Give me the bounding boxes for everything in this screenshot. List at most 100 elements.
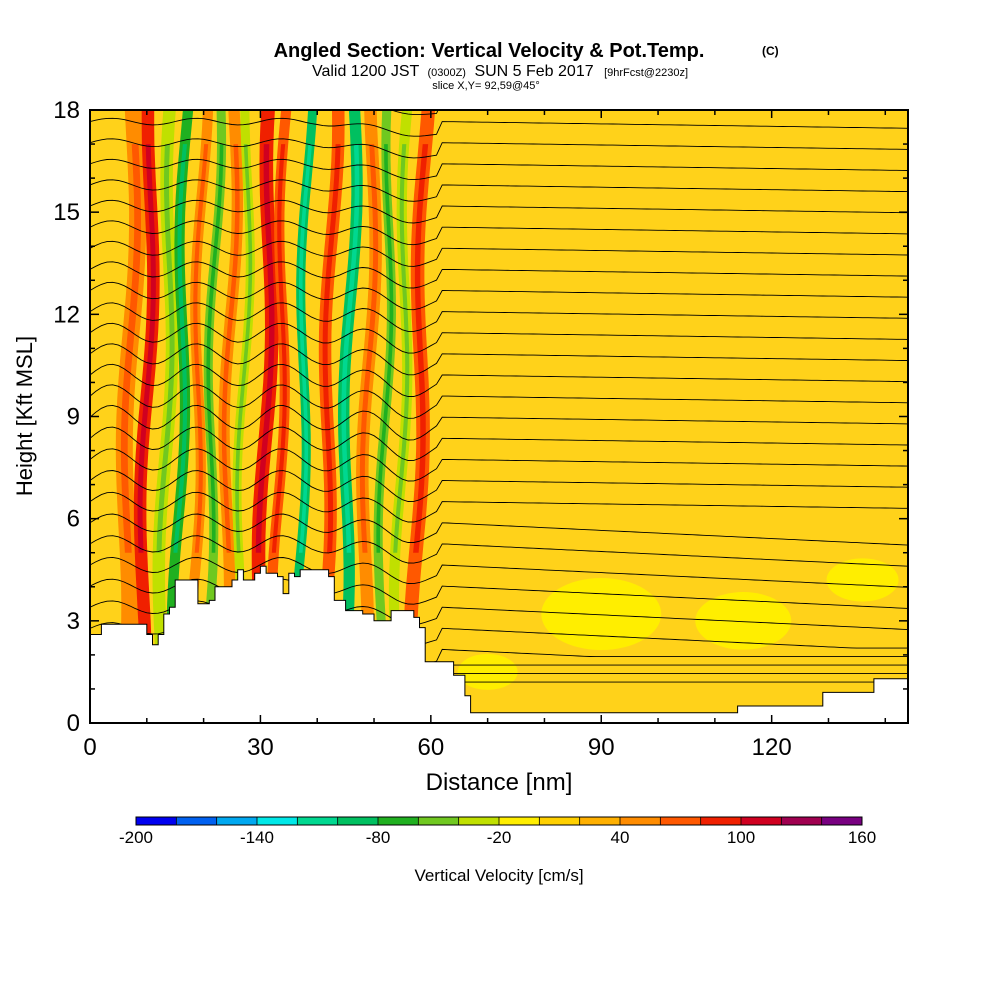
velocity-field: [115, 110, 899, 690]
isentrope-line: [90, 491, 908, 523]
subtitle-forecast: [9hrFcst@2230z]: [604, 67, 688, 79]
subtitle-utc: (0300Z): [427, 67, 466, 79]
velocity-band: [315, 110, 345, 655]
isentrope-line: [90, 179, 908, 202]
isentrope-line: [90, 261, 908, 289]
isentrope-line: [90, 302, 908, 332]
isentrope-line: [90, 448, 908, 482]
colorbar-swatch: [176, 817, 217, 825]
colorbar-label: Vertical Velocity [cm/s]: [414, 866, 583, 885]
y-tick-label: 12: [53, 301, 80, 328]
colorbar-swatch: [821, 817, 863, 825]
colorbar-swatch: [337, 817, 379, 825]
colorbar-swatch: [499, 817, 540, 825]
velocity-patch: [457, 653, 518, 690]
subtitle-date: SUN 5 Feb 2017: [474, 63, 593, 80]
colorbar-swatch: [458, 817, 500, 825]
chart-subtitle: Valid 1200 JST (0300Z) SUN 5 Feb 2017 [9…: [312, 63, 688, 80]
title-unit: (C): [762, 44, 779, 58]
x-tick-label: 30: [247, 734, 274, 761]
colorbar-swatch: [741, 817, 782, 825]
isentrope-line: [90, 404, 908, 441]
x-axis-label: Distance [nm]: [426, 769, 573, 796]
velocity-band-core: [393, 144, 410, 553]
colorbar-tick-label: -200: [119, 828, 153, 847]
isentrope-line: [90, 556, 908, 588]
isentrope-line: [90, 158, 908, 181]
y-tick-label: 6: [67, 506, 80, 533]
velocity-band-core: [137, 144, 156, 553]
velocity-band-core: [221, 144, 240, 553]
velocity-band: [388, 110, 413, 655]
velocity-band-core: [255, 144, 275, 553]
velocity-band-core: [193, 144, 209, 553]
colorbar-tick-label: 160: [848, 828, 876, 847]
plot-area: [89, 109, 909, 724]
colorbar-tick-label: 40: [611, 828, 630, 847]
isentrope-line: [90, 117, 908, 137]
colorbar-tick-label: -80: [366, 828, 391, 847]
velocity-patch: [695, 592, 792, 650]
y-axis: 0 3 6 9 12 15 18: [53, 97, 908, 737]
isentrope-line: [90, 470, 908, 502]
velocity-band-core: [271, 144, 287, 553]
velocity-band-core: [359, 144, 379, 553]
colorbar-swatch: [700, 817, 742, 825]
velocity-patch: [541, 578, 662, 651]
velocity-band-core: [376, 144, 394, 553]
colorbar-tick-label: -140: [240, 828, 274, 847]
colorbar-tick-label: -20: [487, 828, 512, 847]
isentrope-line: [90, 322, 908, 354]
subtitle-valid: Valid 1200 JST: [312, 63, 420, 80]
isentrope-line: [90, 384, 908, 419]
colorbar-swatch: [216, 817, 258, 825]
x-tick-label: 120: [752, 734, 792, 761]
colorbar: -200 -140 -80 -20 40 100 160: [119, 816, 876, 847]
terrain-mask: [89, 565, 909, 724]
x-tick-label: 60: [417, 734, 444, 761]
y-tick-label: 9: [67, 404, 80, 431]
colorbar-swatch: [257, 817, 298, 825]
colorbar-tick-label: 100: [727, 828, 755, 847]
chart-title: Angled Section: Vertical Velocity & Pot.…: [274, 40, 705, 62]
y-tick-label: 15: [53, 199, 80, 226]
velocity-band-core: [341, 144, 360, 553]
y-axis-label: Height [Kft MSL]: [12, 336, 37, 496]
velocity-band: [201, 110, 227, 655]
isentrope-line: [90, 199, 908, 224]
colorbar-swatch: [136, 817, 177, 825]
colorbar-swatch: [781, 817, 822, 825]
velocity-band-core: [173, 144, 188, 553]
isentrope-line: [90, 426, 908, 461]
isentrope-line: [90, 281, 908, 311]
velocity-band-core: [206, 144, 224, 553]
isentrope-line: [90, 363, 908, 397]
velocity-band-core: [235, 144, 253, 553]
isentrope-line: [90, 138, 908, 159]
colorbar-swatch: [539, 817, 580, 825]
velocity-band: [266, 110, 292, 655]
isentrope-line: [90, 220, 908, 246]
colorbar-swatch: [660, 817, 701, 825]
isentrope-line: [90, 513, 908, 546]
colorbar-swatch: [418, 817, 459, 825]
isentrope-line: [90, 535, 908, 567]
velocity-band: [403, 110, 436, 655]
colorbar-swatch: [378, 817, 419, 825]
velocity-band-core: [120, 144, 141, 553]
colorbar-swatch: [297, 817, 338, 825]
velocity-patch: [826, 558, 899, 602]
velocity-band-core: [413, 144, 429, 553]
y-tick-label: 18: [53, 97, 80, 124]
colorbar-swatch: [620, 817, 661, 825]
colorbar-swatch: [579, 817, 621, 825]
x-tick-label: 90: [588, 734, 615, 761]
isentrope-line: [90, 343, 908, 376]
isentrope-line: [90, 240, 908, 267]
x-axis: 0 30 60 90 120: [83, 110, 887, 761]
velocity-band: [166, 110, 194, 655]
y-tick-label: 0: [67, 710, 80, 737]
slice-label: slice X,Y= 92,59@45°: [432, 80, 540, 92]
velocity-band-core: [298, 144, 312, 553]
